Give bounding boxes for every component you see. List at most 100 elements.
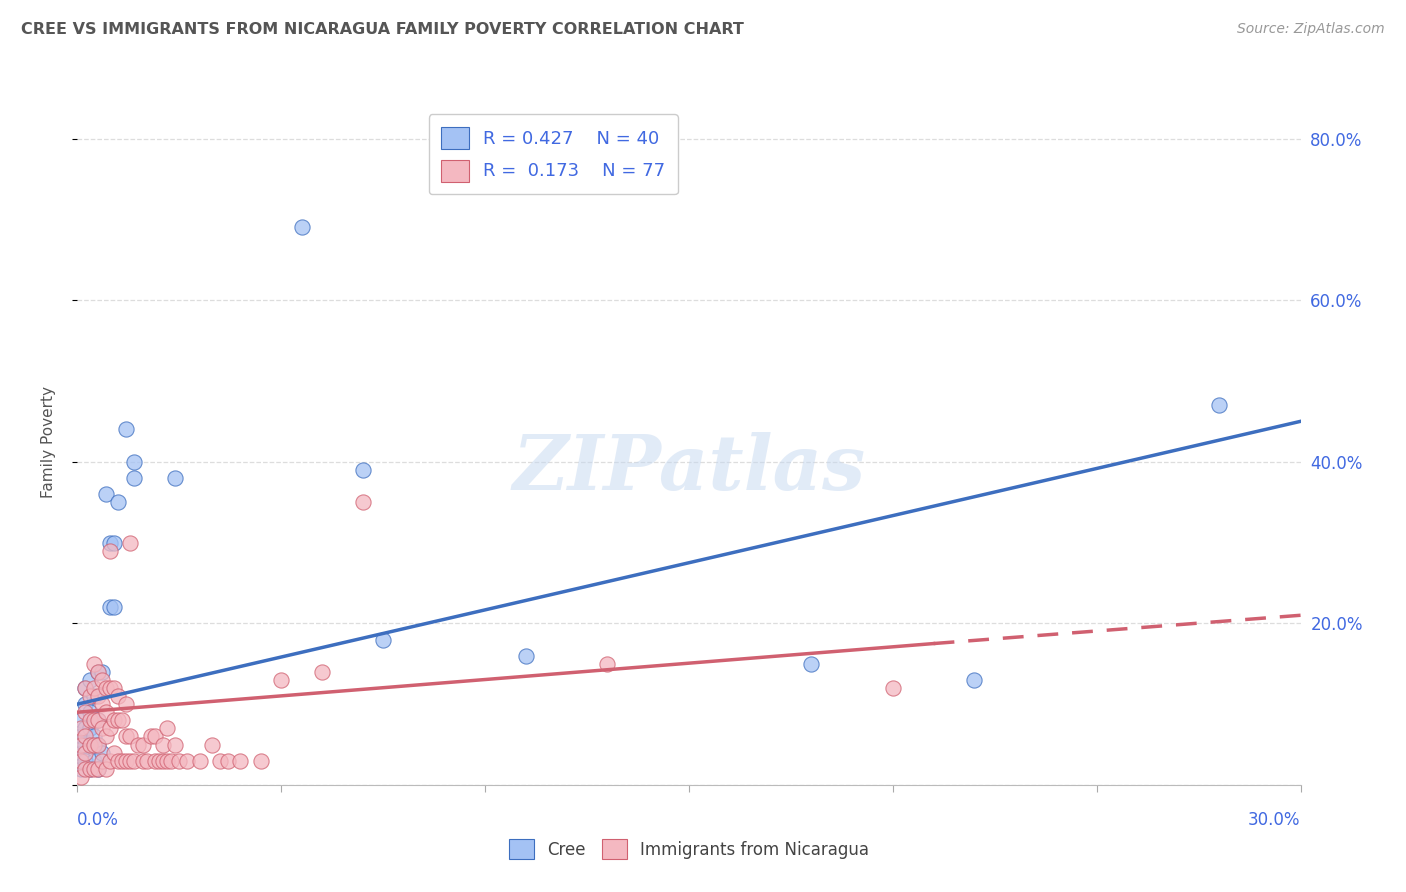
Point [70,746,93,760]
Point [165,738,187,752]
Point [963,673,986,687]
Point [120,754,142,768]
Point [70,714,93,728]
Point [70,770,93,784]
Point [90,754,112,768]
Text: CREE VS IMMIGRANTS FROM NICARAGUA FAMILY POVERTY CORRELATION CHART: CREE VS IMMIGRANTS FROM NICARAGUA FAMILY… [21,22,744,37]
Point [371,632,394,647]
Point [79,738,101,752]
Point [87,762,110,776]
Point [79,714,101,728]
Point [188,754,211,768]
Point [75,705,97,719]
Point [87,738,110,752]
Point [70,754,93,768]
Point [103,600,125,615]
Point [94,762,117,776]
Point [107,754,129,768]
Point [124,754,146,768]
Point [98,543,121,558]
Text: 30.0%: 30.0% [1249,811,1301,829]
Point [515,648,537,663]
Point [107,495,129,509]
Point [143,730,166,744]
Point [165,471,187,485]
Y-axis label: Family Poverty: Family Poverty [42,385,56,498]
Point [75,754,97,768]
Point [143,754,166,768]
Point [75,762,97,776]
Point [156,754,179,768]
Point [87,689,110,703]
Point [87,714,110,728]
Point [83,754,105,768]
Point [79,762,101,776]
Point [87,762,110,776]
Point [90,746,112,760]
Point [70,762,93,776]
Point [352,463,374,477]
Point [124,455,146,469]
Point [176,754,198,768]
Point [94,730,117,744]
Point [98,681,121,695]
Point [115,730,138,744]
Point [291,220,314,235]
Point [352,495,374,509]
Point [83,738,105,752]
Point [98,535,121,549]
Point [79,738,101,752]
Point [83,730,105,744]
Text: Source: ZipAtlas.com: Source: ZipAtlas.com [1237,22,1385,37]
Point [111,714,134,728]
Point [70,730,93,744]
Point [103,746,125,760]
Point [120,535,142,549]
Point [70,738,93,752]
Point [152,738,174,752]
Point [152,754,174,768]
Point [103,714,125,728]
Point [135,754,157,768]
Point [98,722,121,736]
Point [115,754,138,768]
Legend: Cree, Immigrants from Nicaragua: Cree, Immigrants from Nicaragua [502,832,876,866]
Point [139,730,162,744]
Point [217,754,239,768]
Point [83,689,105,703]
Point [1208,398,1230,412]
Point [79,722,101,736]
Point [111,754,134,768]
Point [128,738,150,752]
Point [79,673,101,687]
Text: 0.0%: 0.0% [77,811,120,829]
Point [160,754,183,768]
Point [87,665,110,679]
Point [103,681,125,695]
Point [201,738,224,752]
Point [107,714,129,728]
Point [75,681,97,695]
Point [98,754,121,768]
Text: ZIPatlas: ZIPatlas [512,432,866,506]
Point [90,665,112,679]
Point [209,754,232,768]
Point [169,754,191,768]
Point [311,665,333,679]
Point [148,754,170,768]
Point [75,746,97,760]
Point [156,722,179,736]
Point [94,705,117,719]
Point [103,535,125,549]
Point [90,697,112,711]
Point [882,681,904,695]
Point [229,754,252,768]
Point [250,754,273,768]
Point [270,673,292,687]
Point [98,600,121,615]
Point [107,689,129,703]
Point [75,681,97,695]
Point [83,762,105,776]
Point [83,681,105,695]
Point [87,714,110,728]
